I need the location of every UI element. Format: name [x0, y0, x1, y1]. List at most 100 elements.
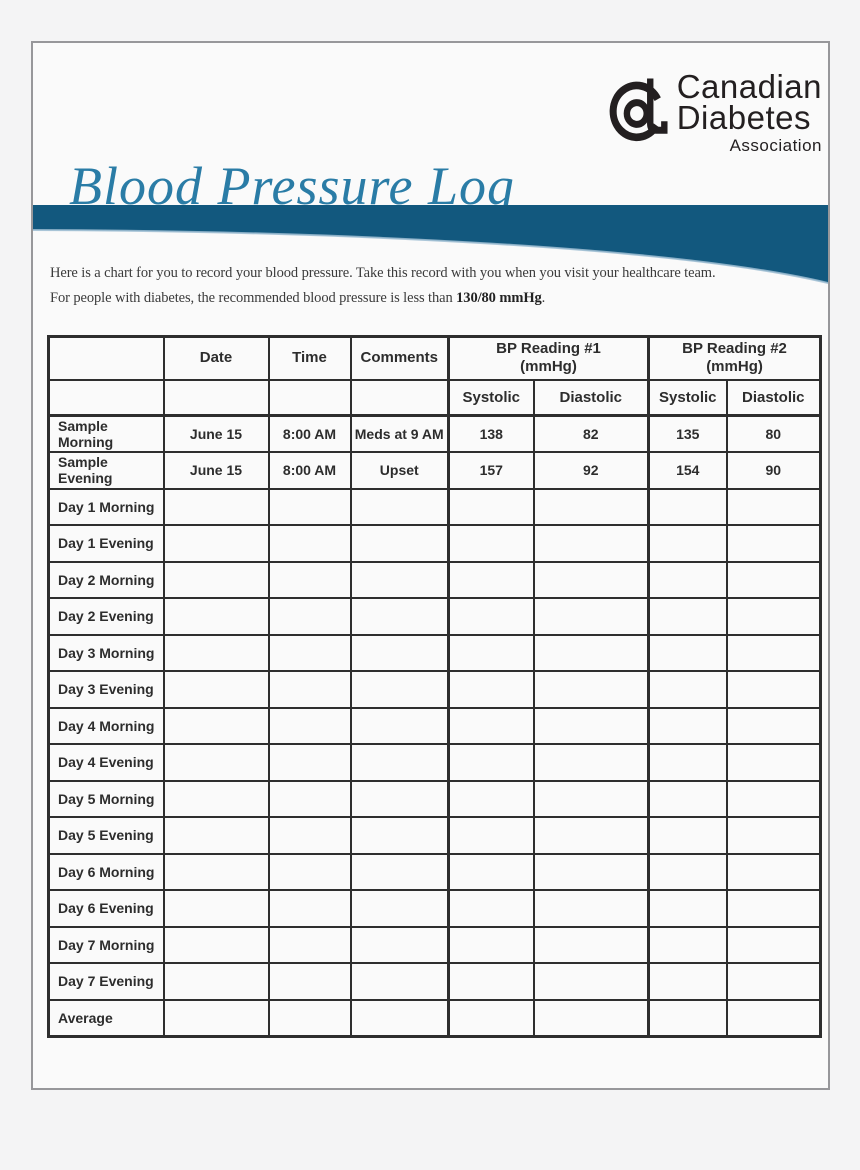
bp2_diastolic-cell: [725, 670, 822, 709]
cda-logo-text: Canadian Diabetes Association: [676, 70, 822, 155]
bp2_diastolic-cell: [725, 743, 822, 782]
table-row: Day 6 Morning: [47, 852, 822, 891]
bp1_systolic-cell: [447, 487, 535, 526]
table-row: Day 3 Morning: [47, 633, 822, 672]
blank-cell: [162, 378, 270, 417]
row-label-cell: Sample Morning: [47, 414, 165, 453]
bp2_diastolic-cell: 90: [725, 451, 822, 490]
table-row: Day 2 Morning: [47, 560, 822, 599]
time-cell: [267, 524, 352, 563]
table-row: Day 7 Evening: [47, 962, 822, 1001]
wave-shape-icon: [33, 205, 828, 285]
row-label-cell: Day 6 Morning: [47, 852, 165, 891]
table-row: Day 3 Evening: [47, 670, 822, 709]
bp1_diastolic-cell: [532, 524, 650, 563]
bp1_diastolic-cell: [532, 998, 650, 1037]
time-cell: [267, 487, 352, 526]
date-cell: [162, 670, 270, 709]
bp2_diastolic-cell: [725, 524, 822, 563]
bp2-systolic-header: Systolic: [647, 378, 728, 417]
time-cell: [267, 597, 352, 636]
time-cell: [267, 560, 352, 599]
bp2_systolic-cell: [647, 998, 728, 1037]
comments-cell: [349, 925, 450, 964]
bp1_systolic-cell: [447, 633, 535, 672]
table-row: Day 1 Evening: [47, 524, 822, 563]
comments-cell: [349, 487, 450, 526]
bp1_diastolic-cell: [532, 962, 650, 1001]
bp1-diastolic-header: Diastolic: [532, 378, 650, 417]
date-cell: [162, 889, 270, 928]
date-cell: [162, 487, 270, 526]
row-label-cell: Day 1 Morning: [47, 487, 165, 526]
comments-cell: [349, 743, 450, 782]
bp2_systolic-cell: [647, 524, 728, 563]
bp2_systolic-cell: [647, 962, 728, 1001]
bp2_diastolic-cell: [725, 779, 822, 818]
comments-cell: [349, 889, 450, 928]
time-cell: 8:00 AM: [267, 414, 352, 453]
bp-table-body: Sample Morning June 15 8:00 AM Meds at 9 AM…: [47, 414, 822, 1037]
date-cell: [162, 524, 270, 563]
time-cell: [267, 852, 352, 891]
table-row: Sample Morning June 15 8:00 AM Meds at 9 AM…: [47, 414, 822, 453]
bp2_systolic-cell: [647, 925, 728, 964]
time-cell: [267, 925, 352, 964]
corner-cell: [47, 335, 165, 381]
bp1_diastolic-cell: [532, 852, 650, 891]
bp2_systolic-cell: [647, 889, 728, 928]
comments-cell: [349, 816, 450, 855]
comments-cell: [349, 597, 450, 636]
comments-cell: [349, 633, 450, 672]
bp1_diastolic-cell: [532, 743, 650, 782]
row-label-cell: Day 2 Morning: [47, 560, 165, 599]
row-label-cell: Day 7 Morning: [47, 925, 165, 964]
bp1_systolic-cell: [447, 889, 535, 928]
date-cell: June 15: [162, 451, 270, 490]
comments-cell: [349, 779, 450, 818]
wave-banner: [33, 205, 828, 297]
row-label-cell: Day 7 Evening: [47, 962, 165, 1001]
intro-line-2: For people with diabetes, the recommende…: [50, 290, 457, 306]
bp1_systolic-cell: [447, 852, 535, 891]
date-header: Date: [162, 335, 270, 381]
date-cell: June 15: [162, 414, 270, 453]
row-label-cell: Day 4 Evening: [47, 743, 165, 782]
table-row: Day 4 Morning: [47, 706, 822, 745]
bp2_diastolic-cell: [725, 597, 822, 636]
table-row: Day 6 Evening: [47, 889, 822, 928]
bp1_systolic-cell: 138: [447, 414, 535, 453]
time-cell: [267, 962, 352, 1001]
bp2-header-line2: (mmHg): [706, 358, 763, 376]
bp2_diastolic-cell: [725, 816, 822, 855]
bp2_systolic-cell: [647, 852, 728, 891]
bp-reading-2-header: BP Reading #2 (mmHg): [647, 335, 822, 381]
bp1_diastolic-cell: 92: [532, 451, 650, 490]
logo-association: Association: [729, 136, 822, 155]
date-cell: [162, 852, 270, 891]
intro-line-2-end: .: [541, 290, 546, 306]
logo-diabetes: Diabetes: [676, 99, 811, 136]
table-row: Day 5 Morning: [47, 779, 822, 818]
comments-cell: [349, 560, 450, 599]
bp1_diastolic-cell: [532, 560, 650, 599]
time-cell: [267, 670, 352, 709]
blank-cell: [47, 378, 165, 417]
bp1-header-line1: BP Reading #1: [496, 340, 601, 358]
bp2_systolic-cell: [647, 560, 728, 599]
bp2_diastolic-cell: [725, 852, 822, 891]
date-cell: [162, 597, 270, 636]
bp1_diastolic-cell: [532, 779, 650, 818]
bp2_systolic-cell: [647, 670, 728, 709]
row-label-cell: Day 3 Evening: [47, 670, 165, 709]
bp1_diastolic-cell: [532, 487, 650, 526]
bp1_diastolic-cell: [532, 816, 650, 855]
cda-d-mark-icon: [609, 78, 668, 142]
bp1_systolic-cell: [447, 597, 535, 636]
bp2_diastolic-cell: [725, 962, 822, 1001]
date-cell: [162, 633, 270, 672]
time-cell: [267, 998, 352, 1037]
bp2_systolic-cell: [647, 633, 728, 672]
comments-cell: [349, 670, 450, 709]
comments-cell: Upset: [349, 451, 450, 490]
